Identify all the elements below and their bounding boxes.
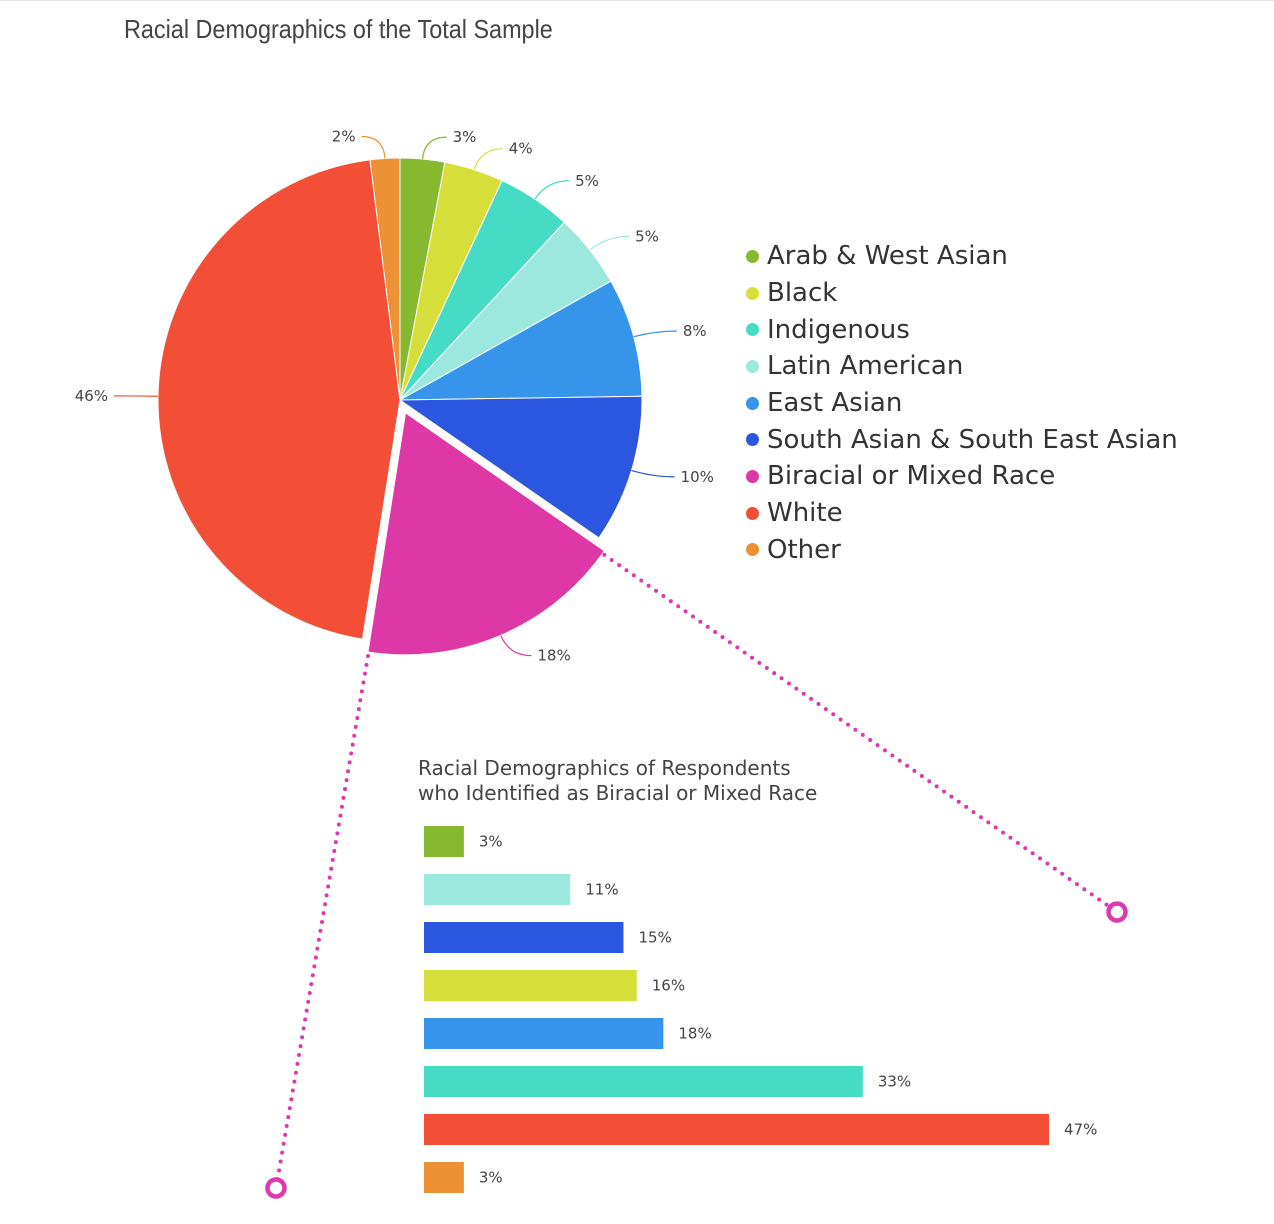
leader-line-arab-and-west-asian [421,136,447,160]
pie-slice-other [369,157,401,401]
legend-label: South Asian & South East Asian [767,424,1178,455]
leader-line-latin-american [589,235,630,251]
pie-label-black: 4% [509,140,533,158]
bar-label-1: 3% [479,833,503,851]
bar-label-4: 16% [652,977,685,995]
leader-line-other [361,135,386,159]
bar-4 [424,970,637,1001]
bar-label-2: 11% [585,881,618,899]
legend-item-other: Other [746,532,1178,569]
legend-swatch [746,323,759,337]
legend-item-south-asian-and-south-east-asian: South Asian & South East Asian [746,421,1178,458]
pie-label-other: 2% [332,128,356,146]
legend-item-latin-american: Latin American [746,348,1178,385]
legend-swatch [746,506,759,520]
connector-end-1 [265,1177,287,1199]
bar-7 [424,1114,1049,1145]
pie-label-latin-american: 5% [635,227,659,245]
legend-swatch [746,543,759,557]
connector-end-2 [1106,901,1128,923]
pie-slice-biracial-or-mixed-race [367,412,606,656]
legend-label: White [767,498,843,529]
legend-swatch [746,359,759,373]
bar-label-8: 3% [479,1169,503,1187]
legend-label: Black [767,278,838,309]
bar-label-6: 33% [878,1073,911,1091]
legend-swatch [746,396,759,410]
bar-chart-title-line-2: who Identified as Biracial or Mixed Race [418,781,818,805]
legend-swatch [746,469,759,483]
pie-label-biracial-or-mixed-race: 18% [537,647,570,665]
leader-line-east-asian [633,330,677,338]
pie-legend: Arab & West Asian Black Indigenous Latin Am… [746,238,1178,568]
top-divider [0,0,1274,1]
legend-item-white: White [746,495,1178,532]
pie-label-east-asian: 8% [683,322,707,340]
connector-line-2 [602,552,1119,914]
legend-swatch [746,286,759,300]
bar-1 [424,826,464,857]
bar-label-3: 15% [638,929,671,947]
legend-label: Other [767,534,841,565]
pie-label-white: 46% [75,387,108,405]
zoom-connectors [265,552,1128,1199]
legend-label: Latin American [767,351,964,382]
bar-6 [424,1066,863,1097]
leader-line-south-asian-and-south-east-asian [631,469,675,478]
legend-label: Indigenous [767,314,910,345]
bar-chart-title: Racial Demographics of Respondents who I… [418,756,817,806]
leader-line-biracial-or-mixed-race [500,635,532,657]
bar-3 [424,922,624,953]
legend-item-east-asian: East Asian [746,385,1178,422]
connector-line-1 [274,653,371,1190]
bar-8 [424,1162,464,1193]
pie-label-indigenous: 5% [575,172,599,190]
bar-label-7: 47% [1064,1121,1097,1139]
pie-label-south-asian-and-south-east-asian: 10% [681,468,714,486]
pie-slice-white [157,159,401,640]
legend-swatch [746,433,759,447]
leader-line-black [473,148,503,170]
legend-item-arab-and-west-asian: Arab & West Asian [746,238,1178,275]
bar-label-5: 18% [678,1025,711,1043]
bar-5 [424,1018,664,1049]
chart-title: Racial Demographics of the Total Sample [124,14,553,44]
bar-2 [424,874,571,905]
legend-label: Biracial or Mixed Race [767,461,1056,492]
pie-chart: 3% 4% 5% 5% 8% 10% 18% 46% 2% [75,128,714,665]
legend-item-black: Black [746,275,1178,312]
legend-label: East Asian [767,388,903,419]
legend-label: Arab & West Asian [767,241,1008,272]
pie-label-arab-and-west-asian: 3% [453,128,477,146]
bar-chart-title-line-1: Racial Demographics of Respondents [418,756,791,780]
legend-swatch [746,249,759,263]
legend-item-indigenous: Indigenous [746,311,1178,348]
legend-item-biracial-or-mixed-race: Biracial or Mixed Race [746,458,1178,495]
bar-chart: 3% 11% 15% 16% 18% 33% 47% 3% [424,826,1097,1193]
leader-line-indigenous [534,180,570,200]
